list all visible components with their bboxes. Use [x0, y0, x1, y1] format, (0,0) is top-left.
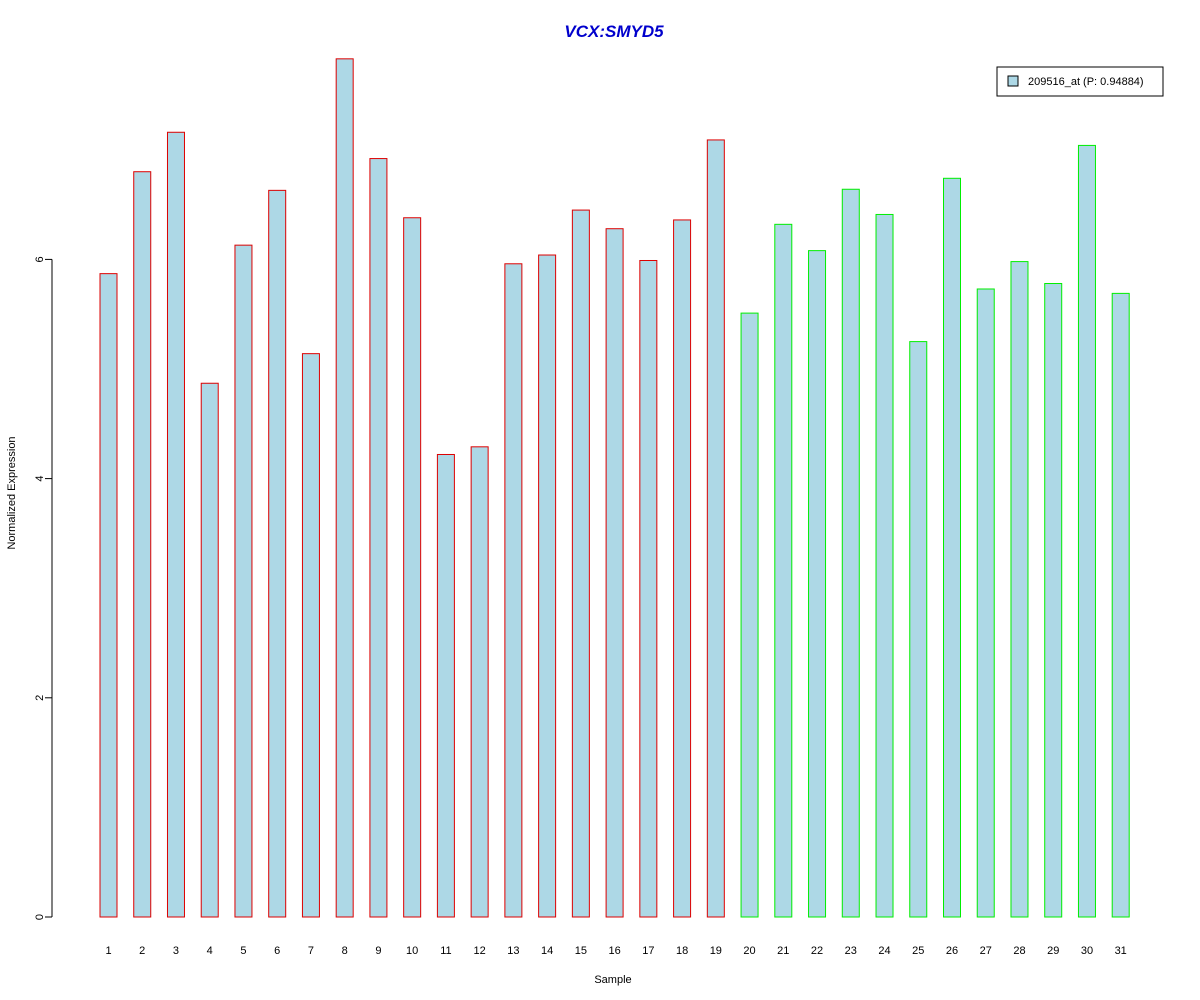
legend-swatch	[1007, 75, 1019, 87]
x-axis-label: Sample	[594, 974, 631, 986]
x-tick-label: 4	[207, 945, 213, 957]
bar-sample-13	[504, 263, 523, 918]
x-tick-label: 27	[980, 945, 992, 957]
x-tick-label: 18	[676, 945, 688, 957]
x-tick-label: 20	[743, 945, 755, 957]
bar-sample-19	[706, 139, 725, 918]
bar-sample-27	[976, 288, 995, 918]
x-tick-labels: 1 2 3 4 5 6 7 8 9 10 11 12 13 14 15 16 17 18 19 20 21 22 23 24 2…	[105, 945, 1126, 957]
bar-sample-14	[538, 254, 557, 918]
bar-sample-16	[605, 228, 624, 918]
x-tick-label: 31	[1115, 945, 1127, 957]
bar-sample-29	[1044, 283, 1063, 918]
x-tick-label: 16	[608, 945, 620, 957]
legend: 209516_at (P: 0.94884)	[996, 66, 1164, 97]
x-tick-label: 19	[710, 945, 722, 957]
x-tick-label: 13	[507, 945, 519, 957]
x-tick-label: 28	[1013, 945, 1025, 957]
bar-sample-30	[1077, 144, 1096, 918]
bar-sample-1	[99, 273, 118, 918]
x-tick-label: 15	[575, 945, 587, 957]
bar-sample-8	[335, 58, 354, 918]
x-tick-label: 3	[173, 945, 179, 957]
x-tick-label: 26	[946, 945, 958, 957]
x-tick-label: 14	[541, 945, 553, 957]
x-tick-label: 11	[440, 945, 451, 957]
bar-sample-23	[841, 188, 860, 918]
bar-sample-11	[436, 453, 455, 918]
bar-sample-9	[369, 158, 388, 918]
bar-sample-4	[200, 382, 219, 918]
y-tick-label: 4	[34, 476, 46, 482]
bar-sample-15	[571, 209, 590, 918]
x-tick-label: 25	[912, 945, 924, 957]
bar-sample-6	[268, 189, 287, 918]
bar-sample-26	[943, 177, 961, 918]
x-tick-label: 8	[342, 945, 348, 957]
x-tick-label: 5	[240, 945, 246, 957]
bar-sample-7	[301, 353, 320, 918]
x-tick-label: 21	[777, 945, 789, 957]
x-tick-label: 10	[406, 945, 418, 957]
x-tick-label: 23	[845, 945, 857, 957]
bar-sample-18	[673, 219, 692, 918]
bar-sample-31	[1111, 292, 1130, 918]
bar-sample-25	[909, 341, 928, 918]
bar-sample-21	[774, 223, 793, 918]
bar-sample-20	[740, 312, 759, 918]
bar-sample-2	[133, 171, 152, 918]
x-tick-label: 9	[375, 945, 381, 957]
y-tick-label: 0	[34, 914, 46, 920]
bar-sample-17	[639, 259, 658, 918]
chart-title: VCX:SMYD5	[564, 22, 664, 41]
y-tick-label: 6	[34, 256, 46, 262]
legend-label: 209516_at (P: 0.94884)	[1028, 76, 1144, 88]
x-tick-label: 29	[1047, 945, 1059, 957]
bar-sample-22	[808, 250, 827, 918]
bar-sample-28	[1010, 261, 1029, 918]
x-tick-label: 24	[878, 945, 890, 957]
bar-sample-10	[403, 217, 422, 918]
bar-sample-24	[875, 213, 894, 918]
y-axis-label: Normalized Expression	[6, 436, 18, 549]
y-axis: 0 2 4 6	[34, 256, 53, 920]
x-tick-label: 30	[1081, 945, 1093, 957]
x-tick-label: 2	[139, 945, 145, 957]
x-tick-label: 6	[274, 945, 280, 957]
bar-sample-3	[166, 131, 185, 918]
bar-sample-12	[470, 446, 489, 918]
legend-box	[996, 66, 1164, 97]
x-tick-label: 1	[105, 945, 111, 957]
x-tick-label: 12	[474, 945, 486, 957]
y-tick-label: 2	[34, 695, 46, 701]
x-tick-label: 22	[811, 945, 823, 957]
bars	[99, 58, 1130, 918]
x-tick-label: 17	[642, 945, 654, 957]
bar-sample-5	[234, 244, 253, 918]
x-tick-label: 7	[308, 945, 314, 957]
